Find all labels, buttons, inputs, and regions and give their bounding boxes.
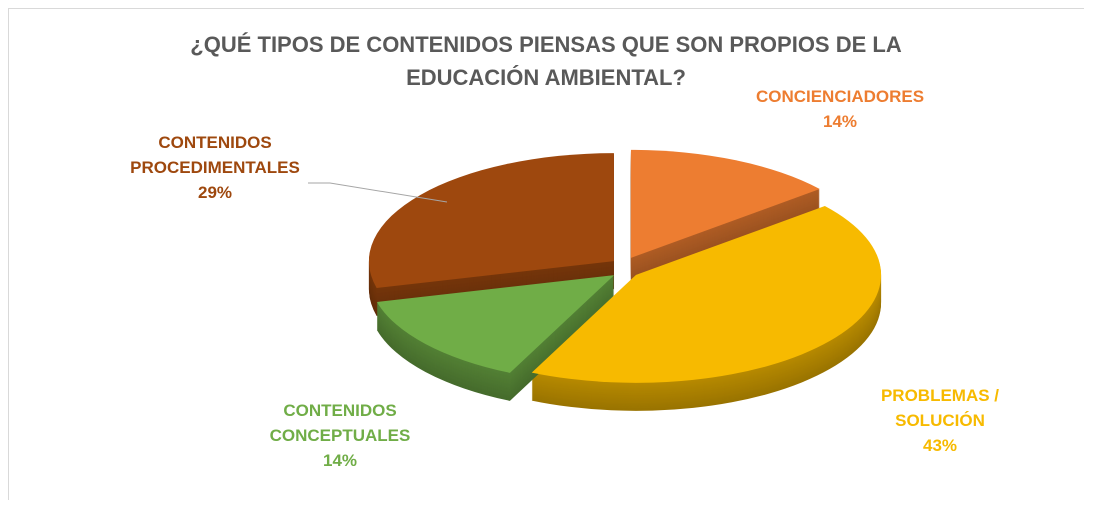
category-label: CONTENIDOS PROCEDIMENTALES: [130, 133, 300, 177]
value-label: 14%: [822, 112, 858, 131]
slice: [368, 153, 614, 288]
data-label: CONTENIDOS CONCEPTUALES 14%: [250, 398, 430, 473]
value-label: 43%: [922, 436, 958, 455]
data-label: PROBLEMAS / SOLUCIÓN 43%: [850, 383, 1030, 458]
chart-title: ¿QUÉ TIPOS DE CONTENIDOS PIENSAS QUE SON…: [190, 32, 902, 90]
slice: [531, 206, 882, 383]
value-label: 29%: [197, 183, 233, 202]
category-label: CONTENIDOS CONCEPTUALES: [269, 401, 411, 445]
data-label: CONCIENCIADORES 14%: [755, 84, 925, 134]
data-label: CONTENIDOS PROCEDIMENTALES 29%: [130, 130, 300, 205]
category-label: PROBLEMAS / SOLUCIÓN: [880, 386, 1000, 430]
slice: [376, 275, 615, 373]
value-label: 14%: [322, 451, 358, 470]
category-label: CONCIENCIADORES: [755, 87, 925, 106]
leader-line: [308, 182, 448, 203]
slice: [630, 149, 820, 258]
chart-frame: [8, 8, 1084, 500]
